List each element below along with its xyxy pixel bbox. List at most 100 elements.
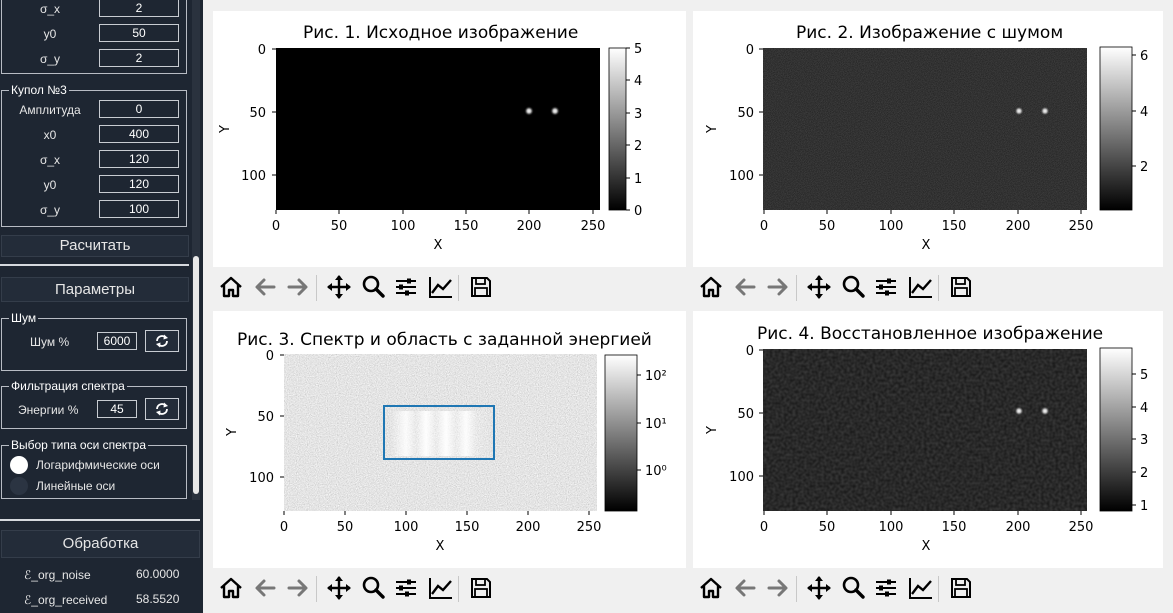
refresh-icon (156, 334, 168, 348)
x-tick-label: 50 (337, 520, 354, 535)
x-tick-label: 200 (516, 520, 541, 535)
back-button[interactable] (730, 573, 760, 603)
colorbar-tick-label: 3 (1140, 433, 1148, 448)
home-button[interactable] (696, 272, 726, 302)
forward-button[interactable] (283, 272, 313, 302)
home-icon (220, 577, 242, 599)
colorbar (604, 354, 638, 512)
zoom-icon (842, 275, 865, 298)
x-tick-label: 150 (454, 219, 479, 234)
pan-button[interactable] (804, 272, 834, 302)
forward-button[interactable] (763, 573, 793, 603)
x-axis-label: X (922, 238, 931, 253)
dome3-field-y0: y0 120 (2, 175, 188, 195)
back-button[interactable] (730, 272, 760, 302)
subplots-icon (876, 579, 896, 597)
x-tick-label: 200 (1006, 219, 1031, 234)
y-axis-label: Y (225, 428, 240, 437)
customize-button[interactable] (426, 272, 456, 302)
sidebar-scrollbar-track[interactable] (192, 0, 200, 500)
field-input[interactable]: 2 (99, 0, 179, 17)
home-button[interactable] (216, 573, 246, 603)
energy-label: Энергии % (18, 403, 79, 417)
field-input[interactable]: 400 (99, 125, 179, 143)
x-tick-label: 0 (760, 520, 768, 535)
home-icon (220, 276, 242, 298)
subplots-button[interactable] (871, 272, 901, 302)
save-icon (951, 578, 971, 598)
zoom-button[interactable] (838, 272, 868, 302)
y-tick-label: 100 (249, 471, 274, 486)
figure-3-plot[interactable]: 0 50 100 150 200 250 X 0 50 100 Y 10² 10… (213, 311, 686, 568)
forward-button[interactable] (763, 272, 793, 302)
pan-button[interactable] (324, 573, 354, 603)
toolbar-separator (938, 576, 939, 602)
customize-button[interactable] (426, 573, 456, 603)
colorbar-tick-label: 3 (634, 107, 642, 122)
field-input[interactable]: 120 (99, 150, 179, 168)
figure-3-toolbar (215, 573, 515, 613)
back-button[interactable] (250, 573, 280, 603)
figure-4-panel: Рис. 4. Восстановленное изображение 0 50… (693, 311, 1163, 568)
pan-button[interactable] (324, 272, 354, 302)
linear-axes-radio[interactable] (10, 477, 28, 495)
log-axes-radio[interactable] (10, 456, 28, 474)
subplots-button[interactable] (391, 272, 421, 302)
x-tick-label: 50 (819, 520, 836, 535)
image-peak (550, 106, 560, 116)
subplots-button[interactable] (391, 573, 421, 603)
customize-button[interactable] (906, 272, 936, 302)
forward-arrow-icon (767, 278, 788, 296)
calculate-button[interactable]: Расчитать (1, 235, 189, 257)
home-button[interactable] (216, 272, 246, 302)
field-input[interactable]: 2 (99, 49, 179, 67)
zoom-button[interactable] (358, 573, 388, 603)
subplots-button[interactable] (871, 573, 901, 603)
figure-2-plot[interactable]: 0 50 100 150 200 250 X 0 50 100 Y 6 4 2 (693, 11, 1163, 267)
x-tick-label: 150 (455, 520, 480, 535)
colorbar-tick-label: 6 (1140, 49, 1148, 64)
noise-refresh-button[interactable] (145, 330, 179, 352)
energy-input[interactable]: 45 (97, 400, 137, 418)
save-button[interactable] (466, 573, 496, 603)
field-label: σ_y (39, 203, 61, 217)
image-noise (763, 48, 1087, 210)
field-input[interactable]: 50 (99, 24, 179, 42)
home-button[interactable] (696, 573, 726, 603)
y-tick-label: 100 (241, 169, 266, 184)
customize-button[interactable] (906, 573, 936, 603)
save-button[interactable] (466, 272, 496, 302)
field-label: x0 (43, 128, 57, 142)
subplots-icon (396, 579, 416, 597)
x-tick-label: 250 (1069, 219, 1094, 234)
y-tick-label: 50 (737, 106, 754, 121)
colorbar-tick-label: 5 (1140, 368, 1148, 383)
field-input[interactable]: 100 (99, 200, 179, 218)
figure-4-plot[interactable]: 0 50 100 150 200 250 X 0 50 100 Y 5 4 3 … (693, 311, 1163, 568)
zoom-button[interactable] (838, 573, 868, 603)
field-input[interactable]: 0 (99, 100, 179, 118)
dome3-field-sigma-x: σ_x 120 (2, 150, 188, 170)
sidebar-scrollbar-thumb[interactable] (193, 256, 199, 494)
y-tick-label: 50 (249, 106, 266, 121)
noise-input[interactable]: 6000 (97, 332, 137, 350)
x-tick-label: 50 (331, 219, 348, 234)
forward-button[interactable] (283, 573, 313, 603)
figure-1-plot[interactable]: 0 50 100 150 200 250 X 0 50 100 Y 5 4 3 … (213, 11, 686, 267)
image-noise (763, 349, 1087, 511)
save-button[interactable] (946, 573, 976, 603)
home-icon (700, 276, 722, 298)
pan-button[interactable] (804, 573, 834, 603)
figure-4-toolbar (695, 573, 995, 613)
divider (0, 519, 200, 521)
x-tick-label: 0 (272, 219, 280, 234)
subplots-icon (396, 278, 416, 296)
energy-refresh-button[interactable] (145, 398, 179, 420)
field-input[interactable]: 120 (99, 175, 179, 193)
dome2-field-y0: y0 50 (2, 24, 188, 44)
dome3-field-amplitude: Амплитуда 0 (2, 100, 188, 120)
colorbar-tick-label: 1 (1140, 499, 1148, 514)
zoom-button[interactable] (358, 272, 388, 302)
back-button[interactable] (250, 272, 280, 302)
save-button[interactable] (946, 272, 976, 302)
